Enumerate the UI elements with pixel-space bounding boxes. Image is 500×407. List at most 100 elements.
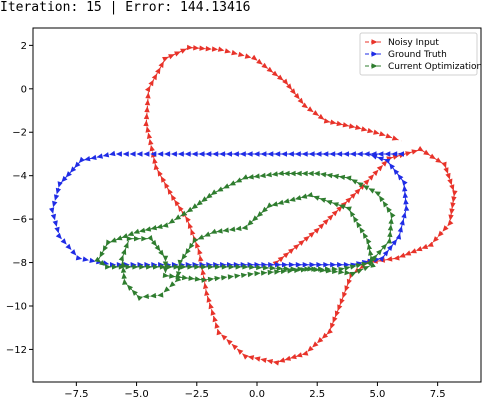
series-1-marker	[288, 262, 295, 268]
series-0-marker	[301, 102, 309, 109]
series-0-marker	[282, 252, 290, 259]
series-3-marker	[353, 216, 359, 223]
series-2-marker	[362, 185, 370, 191]
y-tick-label: −4	[12, 171, 27, 182]
series-1-marker	[70, 249, 77, 256]
series-0-marker	[185, 216, 191, 223]
series-3-marker	[344, 269, 351, 276]
series-0-marker	[361, 126, 368, 132]
legend-label: Noisy Input	[388, 38, 439, 48]
series-0-marker	[301, 350, 309, 356]
series-0-marker	[385, 256, 393, 262]
series-3-marker	[368, 249, 374, 256]
y-tick-label: −2	[12, 128, 27, 139]
series-0-marker	[363, 179, 370, 186]
series-3-marker	[176, 271, 182, 278]
series-3-marker	[267, 269, 274, 276]
series-2-marker	[361, 261, 368, 267]
series-1-marker	[342, 151, 349, 157]
chart-legend: Noisy Input Ground Truth Current Optimizat…	[359, 32, 482, 76]
series-0-marker	[391, 135, 399, 141]
series-0-marker	[148, 79, 154, 87]
series-3-marker	[241, 224, 248, 231]
series-3-marker	[214, 275, 221, 282]
series-0-marker	[303, 235, 310, 242]
series-0-marker	[447, 219, 454, 227]
series-1-marker	[171, 262, 178, 268]
series-0-marker	[144, 106, 150, 113]
series-2-marker	[379, 195, 385, 203]
series-0-marker	[260, 357, 267, 363]
series-1-marker	[199, 262, 206, 268]
series-1-marker	[52, 200, 58, 208]
series-0-marker	[307, 345, 314, 352]
series-0-marker	[442, 225, 449, 232]
series-0-marker	[448, 214, 454, 221]
series-3-marker	[207, 276, 215, 283]
series-3-marker	[369, 255, 375, 262]
series-2-marker	[166, 264, 173, 270]
series-3-marker	[345, 206, 352, 212]
series-1-marker	[267, 151, 274, 157]
series-3-marker	[325, 268, 333, 274]
y-tick-label: −6	[12, 215, 27, 226]
series-0-marker	[415, 246, 423, 252]
series-1-marker	[65, 243, 72, 250]
series-3-marker	[142, 293, 149, 299]
series-0-marker	[272, 360, 280, 366]
series-2-marker	[191, 203, 198, 210]
series-2-marker	[173, 264, 180, 270]
iteration-status-line: Iteration: 15 | Error: 144.13416	[0, 0, 251, 16]
series-0-marker	[312, 341, 319, 348]
series-2-marker	[374, 191, 381, 197]
series-1-marker	[184, 151, 191, 157]
legend-marker	[371, 63, 378, 69]
series-3-marker	[136, 294, 143, 301]
series-3-marker	[359, 226, 365, 234]
series-3-marker	[287, 268, 294, 274]
series-0-marker	[344, 285, 350, 292]
series-2-marker	[180, 264, 187, 270]
series-3-marker	[240, 272, 248, 278]
series-1-marker	[177, 151, 184, 157]
series-0-marker	[143, 113, 150, 120]
series-2-marker	[256, 264, 263, 271]
series-2-marker	[247, 174, 254, 180]
series-3-marker	[349, 271, 357, 277]
series-0-marker	[157, 169, 163, 177]
series-3-marker	[162, 255, 169, 262]
series-0-marker	[148, 138, 154, 146]
series-2-marker	[241, 174, 249, 180]
series-1-marker	[115, 151, 122, 157]
series-0-marker	[355, 124, 362, 130]
y-tick-label: −8	[12, 258, 27, 269]
series-2-marker	[174, 214, 182, 220]
series-0-marker	[167, 188, 173, 195]
series-1-marker	[302, 262, 309, 268]
series-1-marker	[378, 255, 385, 262]
series-3-marker	[157, 292, 164, 298]
series-2-marker	[201, 196, 208, 203]
series-1-marker	[239, 151, 246, 157]
series-2-marker	[307, 170, 314, 177]
series-line-3	[121, 194, 374, 298]
series-0-marker	[254, 356, 261, 362]
series-2-marker	[269, 265, 277, 271]
series-0-marker	[447, 178, 453, 186]
series-1-marker	[55, 232, 62, 240]
series-1-marker	[403, 204, 410, 211]
series-1-marker	[377, 151, 384, 157]
x-tick-label: −2.5	[185, 389, 209, 400]
series-2-marker	[349, 264, 357, 270]
series-2-marker	[94, 256, 101, 263]
series-0-marker	[197, 248, 203, 255]
series-3-marker	[221, 275, 228, 281]
error-label: Error:	[125, 0, 173, 15]
series-3-marker	[126, 236, 133, 242]
series-1-marker	[260, 151, 267, 157]
series-0-marker	[284, 355, 291, 361]
series-0-marker	[405, 151, 412, 157]
series-1-marker	[55, 187, 61, 195]
series-0-marker	[373, 129, 380, 135]
series-3-marker	[247, 271, 254, 278]
